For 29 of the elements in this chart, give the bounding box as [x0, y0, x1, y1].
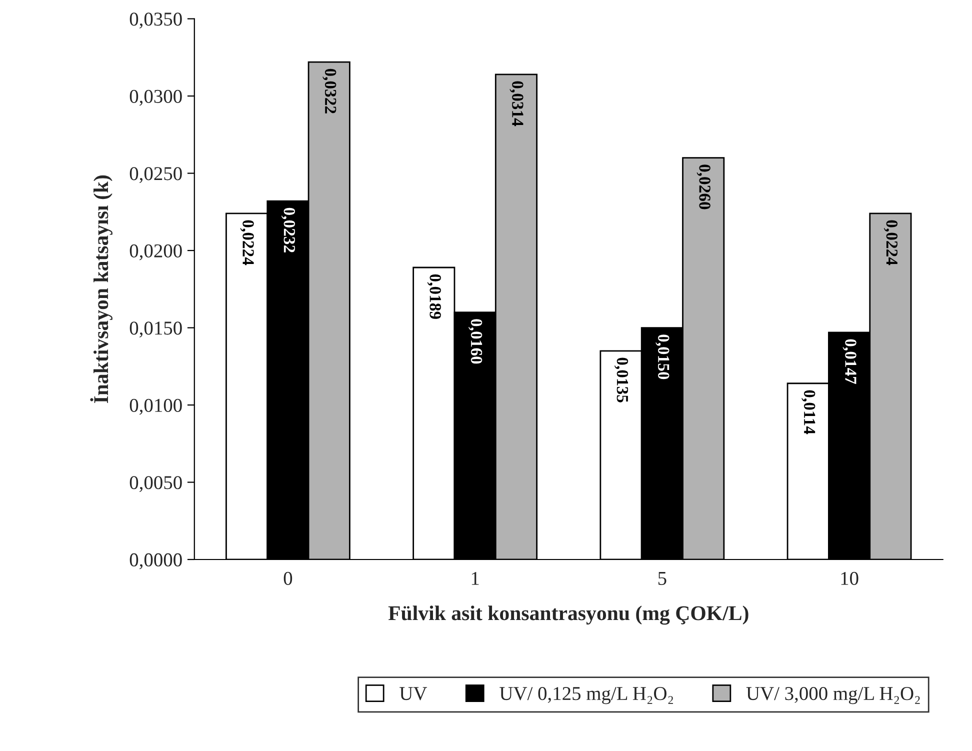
y-tick-label: 0,0050	[130, 476, 182, 492]
x-tick-label: 0	[284, 572, 292, 585]
data-label: 0,0135	[614, 358, 628, 402]
data-label: 0,0322	[322, 68, 336, 114]
data-label: 0,0224	[884, 220, 898, 266]
data-label: 0,0147	[842, 339, 856, 384]
y-tick-label: 0,0200	[130, 244, 182, 260]
y-tick-label: 0,0300	[130, 90, 182, 106]
y-tick-label: 0,0000	[130, 553, 182, 570]
data-label: 0,0232	[281, 208, 296, 252]
data-label: 0,0260	[696, 164, 710, 210]
x-tick-label: 5	[658, 572, 666, 585]
x-axis-title: Fülvik asit konsantrasyonu (mg ÇOK/L)	[388, 606, 748, 625]
y-tick-label: 0,0350	[130, 12, 182, 29]
y-tick-label: 0,0250	[130, 167, 182, 183]
data-label: 0,0150	[656, 334, 670, 380]
x-tick-label: 1	[472, 572, 479, 585]
data-label: 0,0189	[427, 274, 441, 319]
data-label: 0,0114	[802, 390, 816, 434]
data-label: 0,0160	[468, 319, 482, 364]
y-tick-label: 0,0100	[130, 398, 182, 415]
x-tick-label: 10	[841, 572, 858, 585]
y-axis-title: İnaktivsayon katsayısı (k)	[90, 175, 112, 404]
data-label: 0,0224	[240, 220, 254, 266]
legend-label: UV	[400, 687, 428, 700]
legend-label: UV/ 3,000 mg/L H₂O₂	[746, 686, 920, 704]
data-label: 0,0314	[510, 81, 524, 126]
legend-label: UV/ 0,125 mg/L H₂O₂	[500, 686, 673, 704]
y-tick-label: 0,0150	[130, 322, 182, 338]
